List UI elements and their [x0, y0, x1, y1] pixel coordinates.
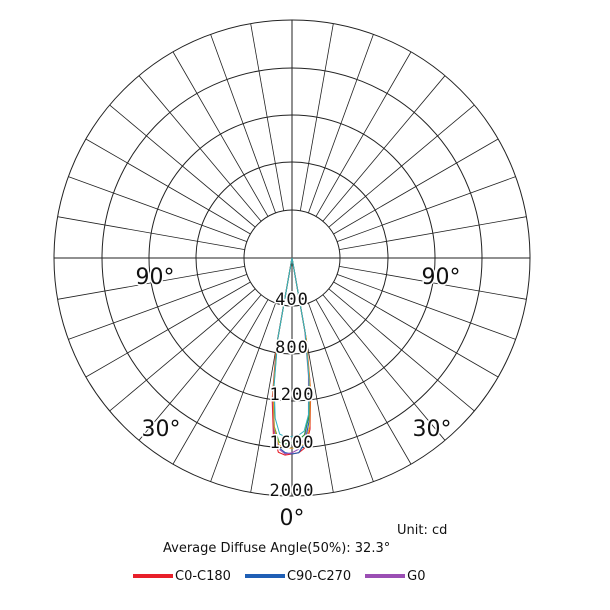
- grid-spoke: [172, 51, 269, 217]
- labels-layer: 400 800 1200 1600 2000 0° 90° 90° 30° 30°: [134, 264, 462, 533]
- grid-spoke: [210, 34, 276, 214]
- grid-spoke: [336, 274, 516, 340]
- grid-spoke: [328, 288, 475, 412]
- radial-tick-label: 800: [275, 338, 309, 358]
- angle-label-right-low: 30°: [413, 417, 452, 442]
- grid-spoke: [328, 104, 475, 228]
- grid-spoke: [68, 176, 248, 242]
- grid-spoke: [333, 281, 499, 378]
- angle-label-right-mid: 90°: [422, 265, 461, 290]
- angle-label-left-mid: 90°: [136, 265, 175, 290]
- unit-label: Unit: cd: [397, 523, 448, 538]
- angle-label-bottom: 0°: [280, 506, 305, 531]
- grid-spoke: [85, 281, 251, 378]
- grid-spoke: [339, 216, 527, 251]
- grid-spoke: [322, 294, 446, 441]
- grid-spoke: [57, 265, 245, 300]
- grid-spoke: [68, 274, 248, 340]
- grid-spoke: [138, 294, 262, 441]
- grid-spoke: [250, 23, 285, 211]
- grid-spoke: [138, 75, 262, 222]
- grid-spoke: [322, 75, 446, 222]
- polar-grid: [53, 19, 531, 497]
- legend-item-c90-c270: C90-C270: [244, 568, 352, 584]
- grid-spoke: [85, 138, 251, 235]
- grid-spoke: [172, 299, 269, 465]
- legend-item-c0-c180: C0-C180: [133, 569, 231, 584]
- legend-swatch-g0: [365, 574, 406, 578]
- radial-tick-label: 400: [275, 290, 309, 310]
- grid-spoke: [339, 265, 527, 300]
- grid-spoke: [299, 23, 334, 211]
- grid-spoke: [210, 302, 276, 482]
- grid-spoke: [308, 302, 374, 482]
- legend-label-c0-c180: C0-C180: [175, 568, 231, 584]
- angle-label-left-low: 30°: [142, 417, 181, 442]
- legend-swatch-c0-c180: [133, 574, 173, 578]
- radial-tick-label: 1600: [270, 433, 315, 453]
- grid-spoke: [109, 288, 256, 412]
- grid-spoke: [315, 299, 412, 465]
- legend-label-g0: G0: [407, 568, 426, 584]
- legend-swatch-c90-c270: [244, 574, 285, 578]
- grid-spoke: [308, 34, 374, 214]
- extra-curve: [273, 257, 310, 438]
- radial-tick-label: 1200: [270, 385, 315, 405]
- grid-spoke: [109, 104, 256, 228]
- grid-spoke: [57, 216, 245, 251]
- legend: C0-C180 C90-C270 G0: [133, 566, 440, 586]
- radial-tick-label: 2000: [270, 481, 315, 501]
- legend-label-c90-c270: C90-C270: [286, 568, 352, 584]
- grid-spoke: [315, 51, 412, 217]
- diffuse-angle-label: Average Diffuse Angle(50%): 32.3°: [163, 541, 391, 556]
- curves-layer: [271, 257, 312, 456]
- grid-spoke: [336, 176, 516, 242]
- extra-curve: [272, 257, 311, 449]
- grid-spoke: [333, 138, 499, 235]
- legend-item-g0: G0: [365, 568, 426, 584]
